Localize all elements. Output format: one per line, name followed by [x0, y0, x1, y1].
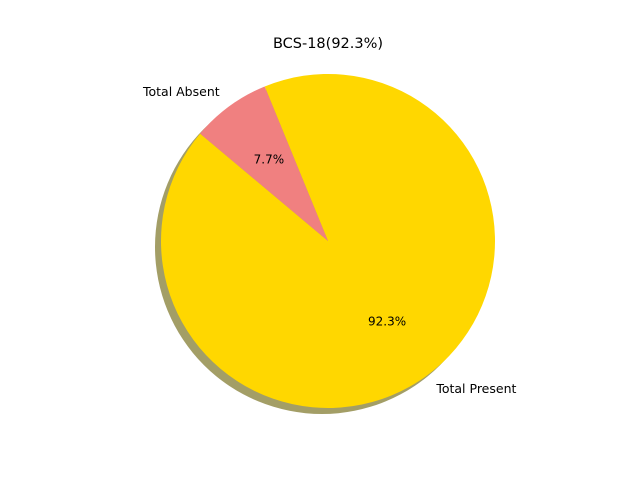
pie-slice-total-absent: [200, 86, 328, 241]
chart-title: BCS-18(92.3%): [273, 36, 383, 52]
pie-labels: Total Present 92.3% Total Absent 7.7%: [142, 84, 517, 396]
slice-label-total-present: Total Present: [435, 381, 516, 396]
slice-percent-total-present: 92.3%: [368, 314, 406, 328]
pie-slice-total-present: [161, 73, 495, 408]
pie-slices: [161, 73, 495, 408]
slice-label-total-absent: Total Absent: [142, 84, 220, 99]
slice-percent-total-absent: 7.7%: [254, 153, 285, 167]
